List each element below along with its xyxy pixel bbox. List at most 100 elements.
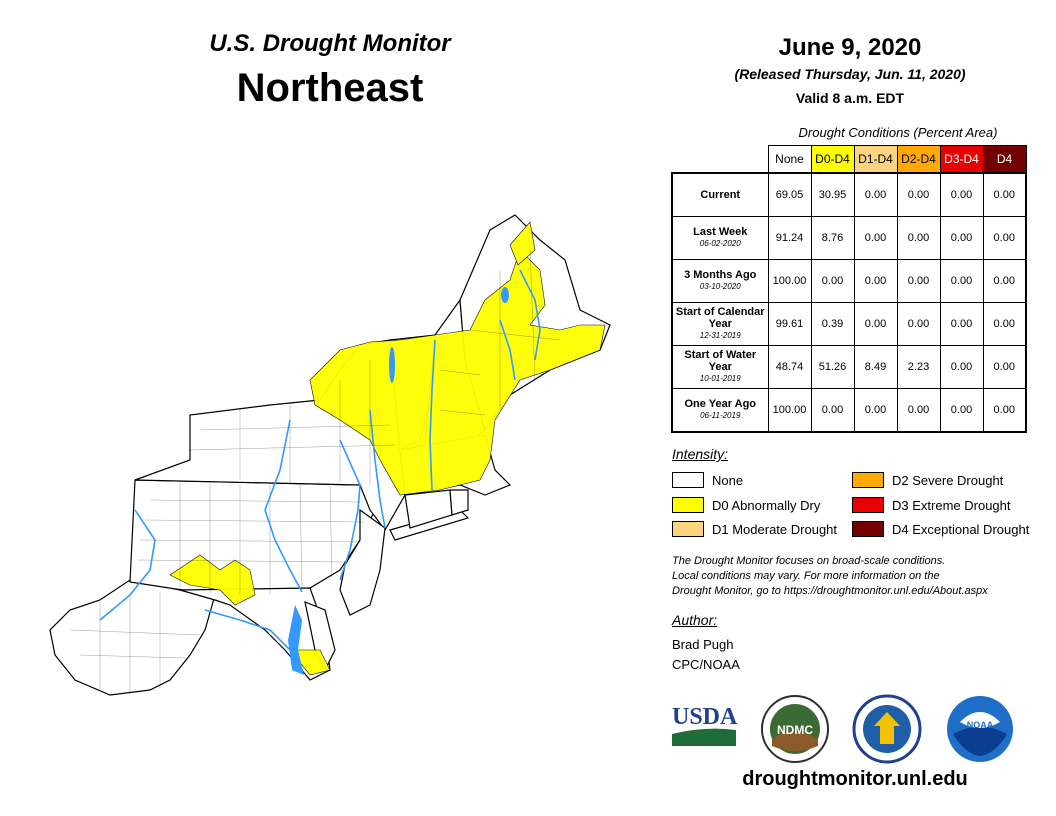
legend-label: D0 Abnormally Dry <box>712 497 821 513</box>
legend-item-d1: D1 Moderate Drought <box>672 521 837 537</box>
table-corner <box>672 145 768 174</box>
table-row: 3 Months Ago 03-10-2020 100.00 0.00 0.00 0.00… <box>671 259 1027 303</box>
row-date: 12-31-2019 <box>699 331 741 340</box>
legend-item-none: None <box>672 472 743 488</box>
map-date: June 9, 2020 <box>778 34 922 61</box>
table-cell: 100.00 <box>767 388 812 433</box>
legend-label: D4 Exceptional Drought <box>892 521 1030 537</box>
table-cell: 100.00 <box>767 259 812 303</box>
drought-conditions-table: None D0-D4 D1-D4 D2-D4 D3-D4 D4 Current 6… <box>671 145 1027 433</box>
table-cell: 0.00 <box>982 388 1027 433</box>
row-label: One Year Ago 06-11-2019 <box>671 388 769 433</box>
table-cell: 0.00 <box>896 388 941 433</box>
ndmc-logo-text: NDMC <box>777 723 813 737</box>
column-header: D4 <box>982 145 1027 174</box>
valid-time: Valid 8 a.m. EDT <box>795 90 905 106</box>
legend-title: Intensity: <box>672 446 729 462</box>
table-cell: 0.00 <box>982 172 1027 217</box>
usda-logo-text: USDA <box>672 704 738 730</box>
table-row: Last Week 06-02-2020 91.24 8.76 0.00 0.00 0.00… <box>671 216 1027 260</box>
table-cell: 2.23 <box>896 345 941 389</box>
row-date: 06-02-2020 <box>699 239 741 248</box>
row-date: 06-11-2019 <box>700 411 741 420</box>
table-cell: 0.00 <box>939 345 984 389</box>
river-kennebec <box>499 319 516 381</box>
drought-area-delmarva <box>289 649 331 676</box>
row-date: 10-01-2019 <box>699 374 741 383</box>
conditions-caption: Drought Conditions (Percent Area) <box>798 125 998 140</box>
legend-item-d2: D2 Severe Drought <box>852 472 1003 488</box>
column-header: None <box>767 145 812 174</box>
chesapeake-bay <box>288 605 304 675</box>
legend-swatch <box>672 472 704 488</box>
legend-swatch <box>852 521 884 537</box>
disclaimer-note: The Drought Monitor focuses on broad-sca… <box>672 554 1052 599</box>
lake-moosehead <box>501 287 509 303</box>
river-ohio <box>99 509 156 621</box>
ndmc-logo: NDMC <box>761 695 829 763</box>
table-cell: 0.00 <box>939 172 984 217</box>
release-date: (Released Thursday, Jun. 11, 2020) <box>734 66 966 82</box>
table-cell: 0.00 <box>810 388 855 433</box>
row-label-text: Current <box>700 189 741 201</box>
table-cell: 8.76 <box>810 216 855 260</box>
column-header: D1-D4 <box>853 145 898 174</box>
table-cell: 0.00 <box>982 302 1027 346</box>
river-susquehanna <box>264 419 303 593</box>
legend-swatch <box>852 472 884 488</box>
state-rhode-island <box>449 489 469 516</box>
table-row: One Year Ago 06-11-2019 100.00 0.00 0.00 0.00… <box>671 388 1027 433</box>
river-potomac <box>204 609 291 651</box>
region-title: Northeast <box>236 66 424 110</box>
table-cell: 69.05 <box>767 172 812 217</box>
lake-champlain <box>389 347 395 383</box>
noaa-logo-text: NOAA <box>967 720 994 730</box>
table-cell: 0.00 <box>896 216 941 260</box>
drought-area-northern-new-england <box>309 249 606 496</box>
table-cell: 48.74 <box>767 345 812 389</box>
table-cell: 0.00 <box>853 172 898 217</box>
table-cell: 0.00 <box>939 388 984 433</box>
note-line: The Drought Monitor focuses on broad-sca… <box>672 555 946 567</box>
table-cell: 0.00 <box>982 259 1027 303</box>
website-url[interactable]: droughtmonitor.unl.edu <box>742 768 968 790</box>
row-label-text: 3 Months Ago <box>684 269 757 281</box>
legend-label: None <box>712 472 744 488</box>
table-cell: 0.00 <box>896 302 941 346</box>
legend-item-d3: D3 Extreme Drought <box>852 497 1011 513</box>
doc-seal-logo <box>852 694 922 764</box>
table-cell: 0.00 <box>810 259 855 303</box>
table-row: Start of Water Year 10-01-2019 48.74 51.26 8… <box>671 345 1027 389</box>
row-label: 3 Months Ago 03-10-2020 <box>671 259 769 303</box>
map-subtitle: U.S. Drought Monitor <box>209 30 451 57</box>
legend-swatch <box>672 497 704 513</box>
river-penobscot <box>519 269 541 361</box>
row-label: Last Week 06-02-2020 <box>671 216 769 260</box>
legend-label: D3 Extreme Drought <box>892 497 1011 513</box>
table-header-row: None D0-D4 D1-D4 D2-D4 D3-D4 D4 <box>672 145 1027 174</box>
state-delaware <box>304 601 336 672</box>
table-cell: 30.95 <box>810 172 855 217</box>
table-cell: 0.00 <box>896 259 941 303</box>
table-cell: 0.00 <box>896 172 941 217</box>
table-cell: 0.00 <box>853 216 898 260</box>
table-cell: 0.00 <box>982 345 1027 389</box>
author-org: CPC/NOAA <box>672 657 740 672</box>
table-cell: 0.00 <box>939 216 984 260</box>
legend-swatch <box>852 497 884 513</box>
author-name: Brad Pugh <box>672 637 734 652</box>
note-line: Local conditions may vary. For more info… <box>672 570 940 582</box>
table-cell: 0.00 <box>982 216 1027 260</box>
river-connecticut <box>429 339 436 491</box>
legend-label: D1 Moderate Drought <box>712 521 838 537</box>
legend-item-d4: D4 Exceptional Drought <box>852 521 1029 537</box>
river-delaware <box>339 439 361 581</box>
column-header: D3-D4 <box>939 145 984 174</box>
river-hudson <box>369 409 386 529</box>
table-row: Current 69.05 30.95 0.00 0.00 0.00 0.00 <box>671 172 1027 217</box>
row-label-text: Last Week <box>693 226 748 238</box>
legend-swatch <box>672 521 704 537</box>
drought-area-northern-maine <box>509 221 536 266</box>
table-row: Start of Calendar Year 12-31-2019 99.61 0.3… <box>671 302 1027 346</box>
table-cell: 0.00 <box>853 259 898 303</box>
